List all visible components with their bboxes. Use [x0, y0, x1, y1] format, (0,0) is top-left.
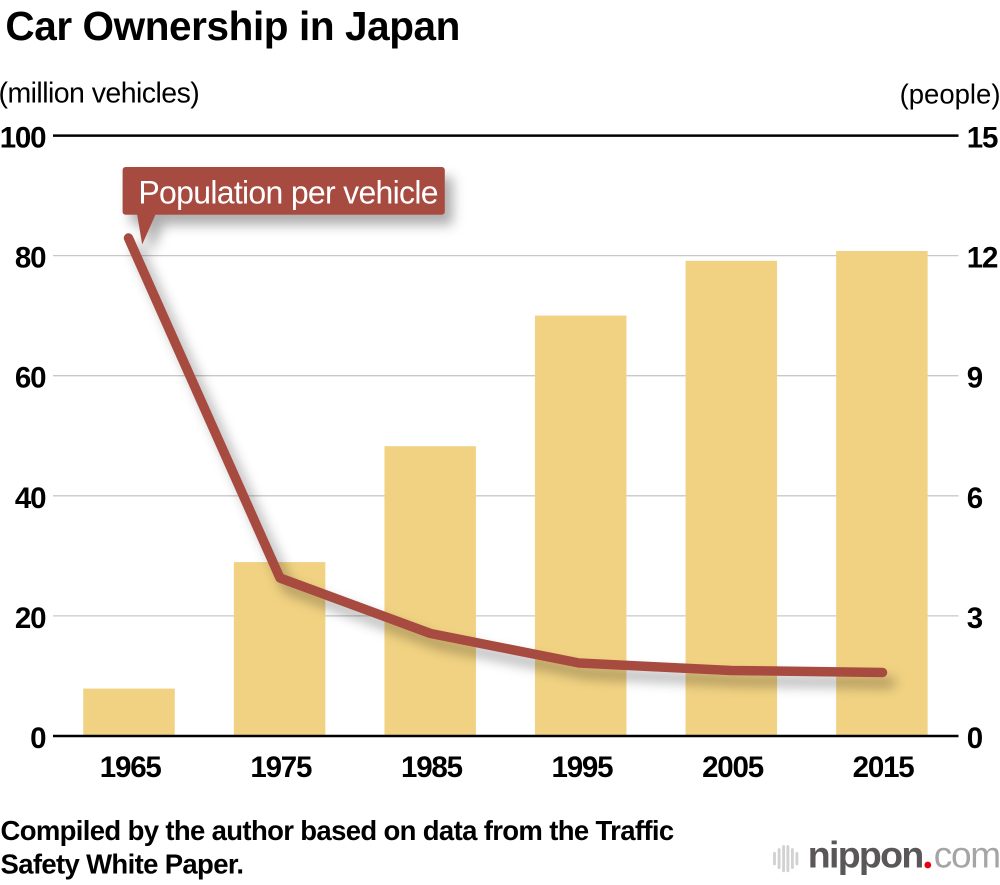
svg-text:0: 0 [30, 722, 46, 755]
svg-text:Car Ownership in Japan: Car Ownership in Japan [5, 3, 460, 49]
svg-text:2015: 2015 [853, 751, 915, 784]
svg-text:40: 40 [15, 482, 46, 515]
svg-text:80: 80 [15, 242, 46, 275]
svg-text:6: 6 [967, 482, 983, 515]
svg-text:12: 12 [967, 242, 998, 275]
svg-text:0: 0 [967, 722, 983, 755]
svg-text:(million vehicles): (million vehicles) [0, 78, 199, 110]
svg-text:Compiled by the author based o: Compiled by the author based on data fro… [1, 815, 674, 846]
svg-text:1965: 1965 [100, 751, 162, 784]
svg-text:1975: 1975 [250, 751, 312, 784]
svg-text:1985: 1985 [401, 751, 463, 784]
svg-text:20: 20 [15, 602, 46, 635]
svg-text:2005: 2005 [702, 751, 764, 784]
svg-text:100: 100 [0, 122, 46, 155]
svg-text:9: 9 [967, 362, 983, 395]
svg-text:1995: 1995 [551, 751, 613, 784]
svg-text:(people): (people) [900, 79, 1000, 110]
svg-text:com: com [934, 834, 1000, 875]
svg-text:3: 3 [967, 602, 983, 635]
svg-text:Safety White Paper.: Safety White Paper. [1, 848, 244, 879]
svg-text:15: 15 [967, 122, 998, 155]
svg-text:nippon: nippon [808, 833, 923, 875]
svg-text:60: 60 [15, 362, 46, 395]
svg-text:Population per vehicle: Population per vehicle [138, 175, 437, 211]
